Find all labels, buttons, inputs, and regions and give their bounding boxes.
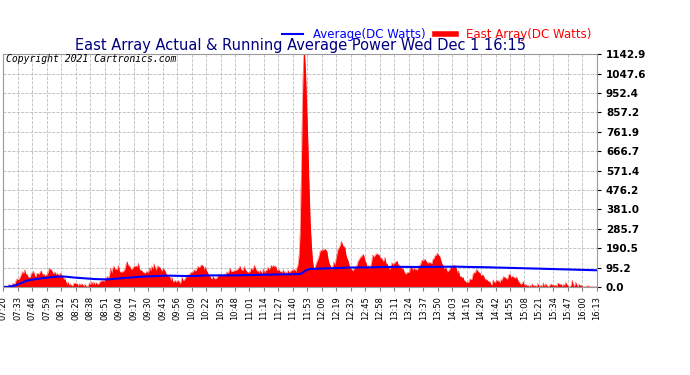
Title: East Array Actual & Running Average Power Wed Dec 1 16:15: East Array Actual & Running Average Powe… [75, 38, 526, 53]
Legend: Average(DC Watts), East Array(DC Watts): Average(DC Watts), East Array(DC Watts) [282, 28, 591, 41]
Text: Copyright 2021 Cartronics.com: Copyright 2021 Cartronics.com [6, 54, 176, 64]
